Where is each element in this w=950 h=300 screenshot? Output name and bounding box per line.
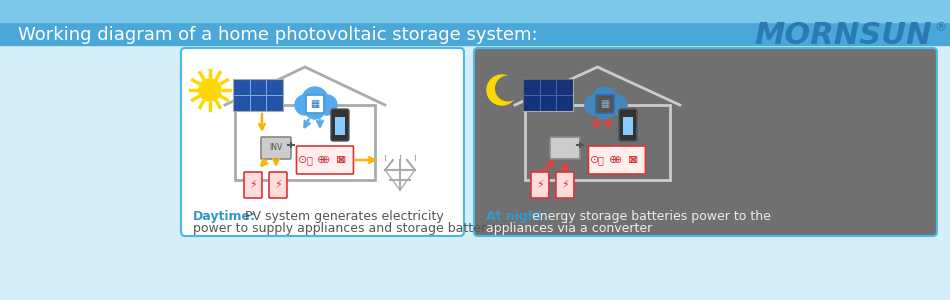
- FancyBboxPatch shape: [233, 79, 283, 111]
- Text: INV: INV: [270, 143, 282, 152]
- Circle shape: [592, 87, 618, 113]
- Text: ⊕: ⊕: [317, 155, 327, 165]
- Text: ▦: ▦: [311, 99, 319, 109]
- Text: MORNSUN: MORNSUN: [754, 20, 932, 50]
- Text: At night:: At night:: [486, 210, 547, 223]
- Circle shape: [585, 95, 605, 115]
- Text: INV: INV: [559, 143, 572, 152]
- Bar: [522, 79, 573, 111]
- Circle shape: [199, 79, 221, 101]
- FancyBboxPatch shape: [556, 172, 574, 198]
- Bar: [235, 105, 375, 180]
- FancyBboxPatch shape: [550, 137, 580, 159]
- Circle shape: [496, 76, 521, 101]
- Text: ⚡: ⚡: [249, 180, 256, 190]
- Bar: [623, 117, 633, 135]
- FancyBboxPatch shape: [588, 146, 645, 174]
- Text: ⊕: ⊕: [609, 155, 618, 165]
- Text: appliances via a converter: appliances via a converter: [486, 222, 653, 235]
- FancyBboxPatch shape: [181, 48, 464, 236]
- Text: ⊕: ⊕: [321, 155, 329, 165]
- Text: ⊠: ⊠: [337, 155, 345, 165]
- Text: ⊠: ⊠: [628, 155, 637, 165]
- FancyBboxPatch shape: [531, 172, 549, 198]
- Text: ▦: ▦: [600, 99, 610, 109]
- Circle shape: [302, 87, 328, 113]
- Bar: [0, 0, 950, 22]
- Text: ⚡: ⚡: [275, 180, 282, 190]
- Text: ⊠: ⊠: [629, 155, 637, 165]
- Text: Daytime:: Daytime:: [193, 210, 256, 223]
- Circle shape: [607, 95, 627, 115]
- Text: Working diagram of a home photovoltaic storage system:: Working diagram of a home photovoltaic s…: [18, 26, 538, 44]
- Circle shape: [294, 95, 315, 115]
- Text: ⊕: ⊕: [613, 155, 621, 165]
- Text: 💡: 💡: [306, 155, 312, 165]
- Circle shape: [317, 95, 337, 115]
- Text: ⊙: ⊙: [590, 155, 599, 165]
- Text: ⊠: ⊠: [336, 155, 346, 165]
- FancyBboxPatch shape: [261, 137, 291, 159]
- Text: 💡: 💡: [598, 155, 604, 165]
- FancyBboxPatch shape: [522, 79, 573, 111]
- Circle shape: [305, 99, 325, 119]
- Text: PV system generates electricity: PV system generates electricity: [241, 210, 444, 223]
- FancyBboxPatch shape: [296, 146, 353, 174]
- FancyBboxPatch shape: [269, 172, 287, 198]
- Text: ⊙: ⊙: [298, 155, 308, 165]
- Circle shape: [595, 99, 615, 119]
- Text: ⚡: ⚡: [561, 180, 569, 190]
- Text: ®: ®: [934, 22, 946, 34]
- Circle shape: [487, 75, 517, 105]
- FancyBboxPatch shape: [244, 172, 262, 198]
- Text: power to supply appliances and storage batteries: power to supply appliances and storage b…: [193, 222, 504, 235]
- Text: ⚡: ⚡: [536, 180, 543, 190]
- FancyBboxPatch shape: [596, 95, 614, 113]
- Bar: [0, 0, 950, 45]
- Bar: [335, 117, 345, 135]
- Text: energy storage batteries power to the: energy storage batteries power to the: [528, 210, 770, 223]
- Bar: [525, 105, 670, 180]
- FancyBboxPatch shape: [331, 109, 349, 141]
- FancyBboxPatch shape: [306, 95, 324, 113]
- FancyBboxPatch shape: [474, 48, 937, 236]
- FancyBboxPatch shape: [619, 109, 636, 141]
